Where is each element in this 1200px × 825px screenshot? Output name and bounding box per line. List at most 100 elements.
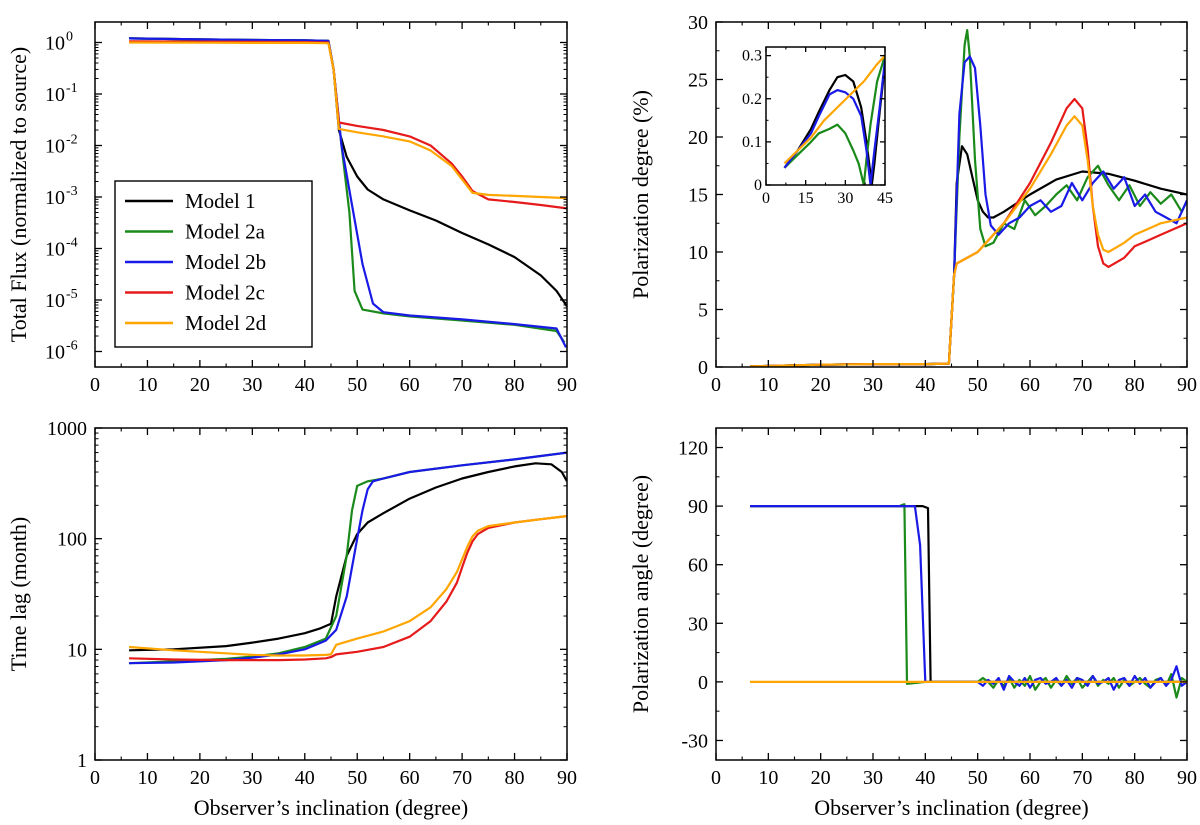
x-tick-label: 10 [758, 374, 778, 396]
x-tick-label: 20 [190, 374, 210, 396]
y-tick-label: 120 [678, 438, 708, 460]
y-axis-label: Total Flux (normalized to source) [6, 47, 31, 342]
series-line-model-1 [129, 462, 567, 652]
y-tick-label: 0.1 [742, 134, 762, 151]
x-tick-label: 0 [711, 767, 721, 789]
series-line-model-2d [129, 41, 567, 200]
x-tick-label: 70 [452, 767, 472, 789]
legend-label: Model 2d [185, 311, 267, 335]
x-tick-label: 90 [557, 767, 577, 789]
x-tick-label: 20 [190, 767, 210, 789]
x-tick-label: 90 [1177, 767, 1197, 789]
y-tick-label: 10 [45, 187, 65, 209]
y-tick-label: 10 [45, 341, 65, 363]
x-tick-label: 15 [798, 190, 814, 207]
y-tick-label: 10 [45, 32, 65, 54]
series-group [783, 54, 885, 185]
x-tick-label: 50 [347, 374, 367, 396]
x-tick-label: 90 [557, 374, 577, 396]
x-tick-label: 60 [400, 767, 420, 789]
x-tick-label: 40 [915, 374, 935, 396]
legend-label: Model 1 [185, 189, 256, 213]
series-line-model-2b [129, 37, 567, 348]
x-tick-label: 40 [295, 374, 315, 396]
series-group [750, 503, 1187, 699]
y-tick-label-exponent: 0 [66, 29, 73, 44]
y-tick-label: 0.3 [742, 48, 762, 65]
series-group [129, 451, 567, 665]
x-axis-label: Observer’s inclination (degree) [194, 795, 468, 820]
series-line-model-2c [129, 515, 567, 662]
x-tick-label: 50 [347, 767, 367, 789]
y-tick-label-exponent: -3 [66, 184, 78, 199]
series-group [129, 37, 567, 348]
legend-box [114, 180, 313, 348]
panel-polarization-degree: 0 10 20 30 40 50 60 70 80 90 0 5 10 15 20 25 30 Polarizat… [628, 12, 1197, 396]
x-tick-label: 0 [762, 190, 770, 207]
y-tick-label-exponent: -2 [66, 132, 78, 147]
y-axis-label: Time lag (month) [6, 517, 31, 671]
legend-label: Model 2b [185, 250, 266, 274]
series-line-model-1 [783, 64, 885, 185]
series-line-model-2b [750, 505, 1187, 691]
y-tick-label: 100 [57, 529, 87, 551]
plot-frame [94, 427, 568, 761]
x-tick-label: 0 [90, 374, 100, 396]
x-tick-label: 80 [505, 767, 525, 789]
x-tick-label: 80 [1125, 767, 1145, 789]
y-tick-label: 1000 [47, 418, 87, 440]
y-tick-label: 10 [45, 84, 65, 106]
panel-time-lag: 0 10 20 30 40 50 60 70 80 90 1 10 100 1000 Time lag (m… [6, 418, 577, 820]
x-tick-label: 70 [1072, 767, 1092, 789]
legend-label: Model 2a [185, 220, 266, 244]
x-tick-label: 20 [811, 767, 831, 789]
y-tick-label: 0.2 [742, 91, 762, 108]
y-tick-label: 30 [688, 613, 708, 635]
x-tick-label: 40 [295, 767, 315, 789]
x-tick-label: 30 [863, 767, 883, 789]
series-line-model-2d [129, 515, 567, 657]
x-tick-label: 70 [1072, 374, 1092, 396]
series-group [749, 29, 1187, 367]
x-tick-label: 10 [137, 767, 157, 789]
y-tick-label-exponent: -6 [66, 338, 78, 353]
panel-polarization-angle: 0 10 20 30 40 50 60 70 80 90-300306090120Polariza… [628, 427, 1197, 820]
y-tick-label: 10 [688, 242, 708, 264]
x-tick-label: 60 [400, 374, 420, 396]
y-axis-label: Polarization angle (degree) [628, 475, 653, 713]
series-line-model-2a [750, 503, 1187, 699]
series-line-model-2d [783, 54, 885, 165]
y-tick-label: 0 [754, 177, 762, 194]
x-tick-label: 40 [915, 767, 935, 789]
x-tick-label: 45 [877, 190, 893, 207]
y-tick-label: 0 [698, 357, 708, 379]
y-tick-label: 20 [688, 127, 708, 149]
x-tick-label: 30 [242, 767, 262, 789]
x-tick-label: 50 [968, 767, 988, 789]
y-tick-label: 10 [67, 639, 87, 661]
y-tick-label-exponent: -1 [66, 81, 78, 96]
y-tick-label: 5 [698, 300, 708, 322]
plot-frame [715, 427, 1188, 761]
y-tick-label: 25 [688, 70, 708, 92]
y-tick-label: 90 [688, 496, 708, 518]
y-tick-label: 60 [688, 555, 708, 577]
y-tick-label: 30 [688, 12, 708, 34]
x-tick-label: 30 [863, 374, 883, 396]
y-tick-label: 10 [45, 290, 65, 312]
series-line-model-2a [129, 451, 567, 665]
x-tick-label: 30 [242, 374, 262, 396]
x-tick-label: 80 [505, 374, 525, 396]
y-tick-label: 10 [45, 135, 65, 157]
x-tick-label: 0 [90, 767, 100, 789]
x-axis-label: Observer’s inclination (degree) [814, 795, 1088, 820]
series-line-model-2d [749, 115, 1187, 367]
y-tick-label: 1 [77, 750, 87, 772]
series-line-model-2a [783, 55, 885, 185]
y-axis-label: Polarization degree (%) [628, 90, 653, 299]
x-tick-label: 10 [137, 374, 157, 396]
x-tick-label: 0 [711, 374, 721, 396]
x-tick-label: 50 [968, 374, 988, 396]
y-tick-label-exponent: -4 [66, 235, 78, 250]
